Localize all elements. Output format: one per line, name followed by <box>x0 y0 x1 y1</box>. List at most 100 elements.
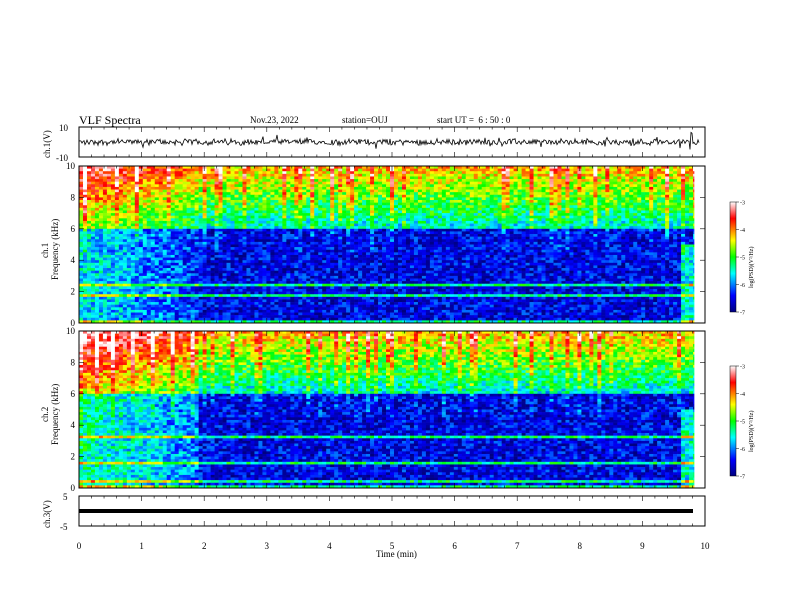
spectrogram-cell <box>278 168 283 172</box>
spectrogram-cell <box>386 236 391 240</box>
spectrogram-cell <box>274 202 279 206</box>
spectrogram-cell <box>270 247 275 251</box>
spectrogram-cell <box>689 184 694 188</box>
spectrogram-cell <box>354 228 359 232</box>
spectrogram-cell <box>298 197 303 201</box>
spectrogram-cell <box>242 186 247 190</box>
spectrogram-cell <box>593 241 598 245</box>
spectrogram-cell <box>326 223 331 227</box>
spectrogram-cell <box>597 168 602 172</box>
spectrogram-cell <box>617 176 622 180</box>
spectrogram-cell <box>338 186 343 190</box>
spectrogram-cell <box>242 236 247 240</box>
spectrogram-cell <box>521 247 526 251</box>
spectrogram-cell <box>649 218 654 222</box>
spectrogram-cell <box>378 228 383 232</box>
spectrogram-cell <box>314 223 319 227</box>
spectrogram-cell <box>661 194 666 198</box>
spectrogram-cell <box>262 213 267 217</box>
spectrogram-cell <box>174 236 179 240</box>
spectrogram-cell <box>625 179 630 182</box>
spectrogram-cell <box>677 215 682 219</box>
spectrogram-cell <box>601 220 606 224</box>
spectrogram-cell <box>378 176 383 180</box>
spectrogram-cell <box>302 234 307 237</box>
spectrogram-cell <box>258 200 263 203</box>
spectrogram-cell <box>238 202 243 206</box>
spectrogram-cell <box>549 231 554 235</box>
spectrogram-cell <box>138 223 144 227</box>
spectrogram-cell <box>234 231 239 235</box>
spectrogram-cell <box>497 207 502 211</box>
spectrogram-cell <box>441 210 447 214</box>
spectrogram-cell <box>421 213 427 217</box>
spectrogram-cell <box>497 184 502 188</box>
spectrogram-cell <box>334 210 339 214</box>
spectrogram-cell <box>645 228 650 232</box>
spectrogram-cell <box>681 184 686 188</box>
spectrogram-cell <box>489 171 494 175</box>
spectrogram-cell <box>134 218 140 222</box>
spectrogram-cell <box>390 171 395 175</box>
spectrogram-cell <box>401 236 407 240</box>
spectrogram-cell <box>362 213 367 217</box>
spectrogram-cell <box>330 239 335 243</box>
spectrogram-cell <box>250 173 255 177</box>
spectrogram-cell <box>397 220 403 224</box>
spectrogram-cell <box>314 179 319 182</box>
spectrogram-cell <box>146 231 152 235</box>
spectrogram-cell <box>629 234 634 237</box>
spectrogram-cell <box>409 184 415 188</box>
spectrogram-cell <box>537 205 542 209</box>
spectrogram-cell <box>613 200 618 203</box>
spectrogram-cell <box>529 241 534 245</box>
spectrogram-cell <box>274 171 279 175</box>
spectrogram-cell <box>362 189 367 193</box>
spectrogram-cell <box>326 213 331 217</box>
spectrogram-cell <box>457 200 463 203</box>
spectrogram-cell <box>545 236 550 240</box>
spectrogram-cell <box>485 218 490 222</box>
spectrogram-cell <box>401 223 407 227</box>
spectrogram-cell <box>366 202 371 206</box>
spectrogram-cell <box>685 223 690 227</box>
spectrogram-cell <box>489 215 494 219</box>
spectrogram-cell <box>174 234 179 237</box>
spectrogram-cell <box>134 186 140 190</box>
spectrogram-cell <box>449 223 455 227</box>
spectrogram-cell <box>382 202 387 206</box>
spectrogram-cell <box>94 210 100 214</box>
spectrogram-cell <box>425 176 431 180</box>
spectrogram-cell <box>593 179 598 182</box>
spectrogram-cell <box>350 205 355 209</box>
spectrogram-cell <box>553 202 558 206</box>
spectrogram-cell <box>405 200 411 203</box>
spectrogram-cell <box>318 215 323 219</box>
spectrogram-cell <box>457 236 463 240</box>
spectrogram-cell <box>553 166 558 169</box>
spectrogram-cell <box>106 223 112 227</box>
spectrogram-cell <box>665 205 670 209</box>
spectrogram-cell <box>226 234 231 237</box>
spectrogram-cell <box>473 244 479 248</box>
spectrogram-cell <box>493 231 498 235</box>
spectrogram-cell <box>230 189 235 193</box>
spectrogram-cell <box>358 226 363 230</box>
spectrogram-cell <box>130 247 136 251</box>
spectrogram-cell <box>98 186 104 190</box>
spectrogram-cell <box>258 186 263 190</box>
spectrogram-cell <box>433 202 439 206</box>
spectrogram-cell <box>401 173 407 177</box>
spectrogram-cell <box>405 228 411 232</box>
spectrogram-cell <box>581 179 586 182</box>
spectrogram-cell <box>338 184 343 188</box>
spectrogram-cell <box>465 223 471 227</box>
spectrogram-cell <box>114 168 120 172</box>
spectrogram-cell <box>130 241 136 245</box>
spectrogram-cell <box>322 223 327 227</box>
spectrogram-cell <box>318 202 323 206</box>
spectrogram-cell <box>374 202 379 206</box>
spectrogram-cell <box>382 213 387 217</box>
spectrogram-cell <box>533 244 538 248</box>
spectrogram-cell <box>174 210 179 214</box>
